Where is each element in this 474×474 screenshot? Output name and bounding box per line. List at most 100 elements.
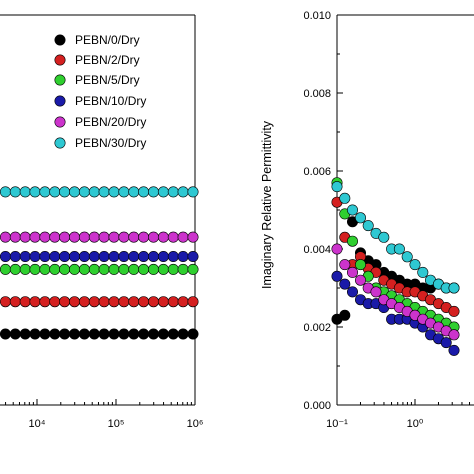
data-point	[19, 328, 31, 340]
data-point	[39, 263, 51, 275]
right-panel-ticks: 0.000 0.002 0.004 0.006 0.008 0.010 10⁻¹ 10⁰	[303, 10, 471, 430]
legend-item: PEBN/20/Dry	[54, 115, 146, 129]
data-point	[69, 251, 81, 263]
data-point	[167, 231, 179, 243]
data-point	[354, 274, 366, 286]
data-point	[401, 251, 413, 263]
data-point	[98, 186, 110, 198]
data-point	[59, 186, 71, 198]
data-point	[78, 328, 90, 340]
data-point	[59, 296, 71, 308]
data-point	[339, 192, 351, 204]
data-point	[0, 251, 11, 262]
data-point	[29, 263, 41, 275]
data-point	[19, 296, 31, 308]
data-point	[346, 235, 358, 247]
data-point	[19, 186, 31, 198]
data-point	[108, 296, 120, 308]
data-point	[59, 251, 71, 263]
data-point	[148, 186, 160, 198]
legend-item: PEBN/0/Dry	[54, 33, 140, 47]
x-tick-label: 10⁶	[187, 418, 204, 430]
data-point	[69, 231, 81, 243]
data-point	[354, 259, 366, 271]
data-point	[331, 243, 343, 255]
data-point	[157, 328, 169, 340]
data-point	[19, 231, 31, 243]
data-point	[78, 296, 90, 308]
data-point	[49, 328, 61, 340]
data-point	[331, 270, 343, 282]
legend-label: PEBN/2/Dry	[75, 53, 140, 67]
data-point	[98, 328, 110, 340]
data-point	[138, 296, 150, 308]
data-point	[346, 266, 358, 278]
data-point	[128, 263, 140, 275]
x-tick-label: 10⁰	[407, 418, 424, 430]
y-tick-label: 0.004	[303, 244, 331, 256]
data-point	[177, 231, 189, 243]
x-tick-label: 10⁵	[108, 418, 125, 430]
data-point	[362, 220, 374, 232]
data-point	[167, 186, 179, 198]
data-point	[9, 263, 21, 275]
legend: PEBN/0/Dry PEBN/2/Dry PEBN/5/Dry PEBN/10…	[38, 28, 190, 158]
data-point	[69, 296, 81, 308]
data-point	[128, 296, 140, 308]
data-point	[88, 296, 100, 308]
legend-marker	[54, 116, 66, 128]
data-point	[98, 263, 110, 275]
data-point	[69, 186, 81, 198]
data-point	[49, 251, 61, 263]
data-point	[138, 231, 150, 243]
data-point	[19, 251, 31, 263]
data-point	[157, 263, 169, 275]
y-tick-label: 0.002	[303, 322, 331, 334]
legend-label: PEBN/0/Dry	[75, 33, 140, 47]
data-point	[167, 251, 179, 263]
data-point	[118, 296, 130, 308]
right-panel-points	[331, 177, 460, 356]
data-point	[29, 328, 41, 340]
data-point	[88, 231, 100, 243]
data-point	[39, 251, 51, 263]
data-point	[346, 204, 358, 216]
left-panel-points	[0, 186, 199, 340]
data-point	[69, 263, 81, 275]
data-point	[128, 186, 140, 198]
data-point	[409, 259, 421, 271]
data-point	[187, 251, 199, 263]
data-point	[78, 186, 90, 198]
y-axis-title: Imaginary Relative Permittivity	[260, 120, 274, 289]
data-point	[148, 251, 160, 263]
data-point	[29, 231, 41, 243]
x-tick-label: 10⁴	[29, 418, 46, 430]
legend-item: PEBN/10/Dry	[54, 94, 146, 108]
data-point	[9, 328, 21, 340]
data-point	[448, 329, 460, 341]
data-point	[108, 186, 120, 198]
data-point	[148, 296, 160, 308]
data-point	[118, 328, 130, 340]
data-point	[98, 251, 110, 263]
data-point	[0, 231, 11, 243]
data-point	[29, 186, 41, 198]
data-point	[9, 251, 21, 263]
data-point	[157, 251, 169, 263]
data-point	[448, 344, 460, 356]
data-point	[19, 263, 31, 275]
legend-item: PEBN/30/Dry	[54, 136, 146, 150]
data-point	[118, 186, 130, 198]
data-point	[108, 263, 120, 275]
data-point	[138, 186, 150, 198]
legend-label: PEBN/20/Dry	[75, 115, 146, 129]
data-point	[78, 251, 90, 263]
data-point	[440, 337, 452, 349]
data-point	[187, 263, 199, 275]
data-point	[29, 251, 41, 263]
data-point	[88, 186, 100, 198]
data-point	[187, 231, 199, 243]
data-point	[128, 328, 140, 340]
data-point	[108, 231, 120, 243]
